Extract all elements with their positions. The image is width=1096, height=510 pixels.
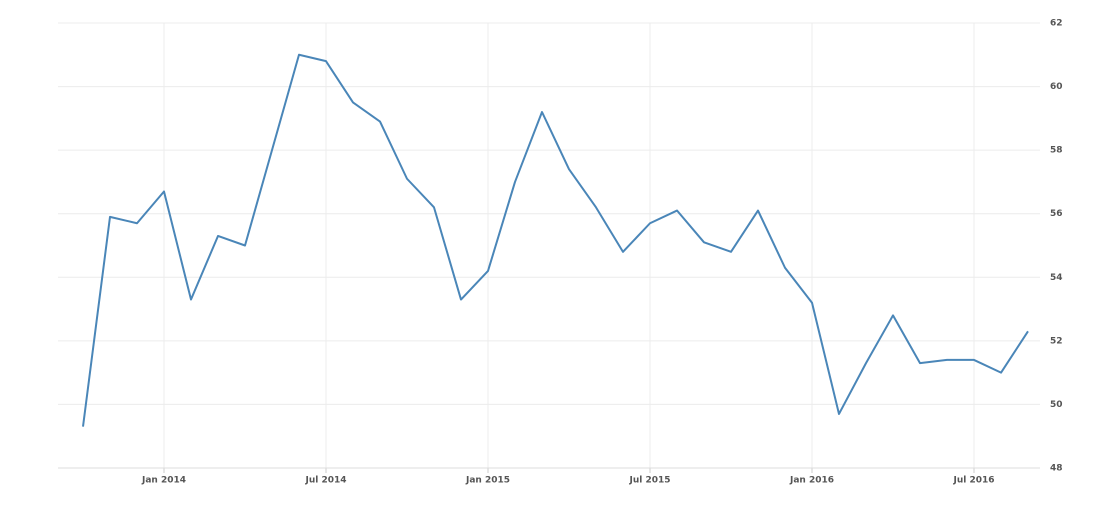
y-tick-label: 56 <box>1050 209 1063 219</box>
x-tick-label: Jan 2014 <box>141 476 186 486</box>
x-tick-label: Jul 2015 <box>628 476 670 486</box>
y-tick-label: 62 <box>1050 19 1063 29</box>
y-tick-label: 54 <box>1050 273 1063 283</box>
x-tick-label: Jul 2016 <box>952 476 994 486</box>
y-tick-label: 50 <box>1050 400 1063 410</box>
y-tick-label: 58 <box>1050 146 1063 156</box>
y-tick-label: 52 <box>1050 336 1063 346</box>
x-tick-label: Jan 2015 <box>465 476 510 486</box>
y-tick-label: 48 <box>1050 464 1063 474</box>
y-tick-label: 60 <box>1050 82 1063 92</box>
x-tick-label: Jul 2014 <box>304 476 346 486</box>
data-line <box>82 53 1029 427</box>
x-tick-label: Jan 2016 <box>789 476 834 486</box>
